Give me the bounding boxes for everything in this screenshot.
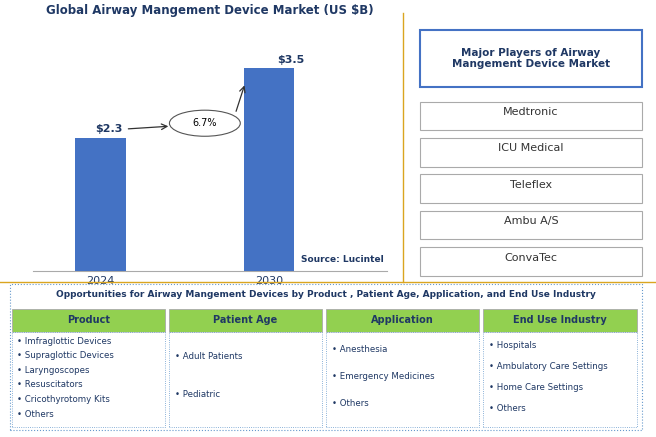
Text: • Anesthesia: • Anesthesia: [332, 345, 387, 354]
FancyBboxPatch shape: [420, 101, 642, 130]
FancyBboxPatch shape: [420, 30, 642, 87]
Bar: [75, 138, 125, 271]
Text: • Supraglottic Devices: • Supraglottic Devices: [18, 351, 114, 360]
FancyBboxPatch shape: [420, 247, 642, 276]
Text: $3.5: $3.5: [277, 55, 304, 65]
Text: • Home Care Settings: • Home Care Settings: [489, 383, 583, 392]
FancyBboxPatch shape: [10, 284, 642, 430]
Text: • Laryngoscopes: • Laryngoscopes: [18, 366, 90, 375]
FancyBboxPatch shape: [420, 138, 642, 166]
Text: ConvaTec: ConvaTec: [504, 253, 558, 263]
FancyBboxPatch shape: [169, 309, 322, 332]
FancyBboxPatch shape: [12, 332, 165, 427]
Text: Patient Age: Patient Age: [213, 316, 277, 325]
Text: • Emergency Medicines: • Emergency Medicines: [332, 372, 434, 381]
Text: Product: Product: [67, 316, 110, 325]
FancyBboxPatch shape: [483, 309, 636, 332]
Ellipse shape: [169, 110, 240, 136]
Title: Global Airway Mangement Device Market (US $B): Global Airway Mangement Device Market (U…: [46, 3, 374, 17]
Text: • Others: • Others: [332, 399, 369, 408]
Bar: [243, 68, 295, 271]
Text: Opportunities for Airway Mangement Devices by Product , Patient Age, Application: Opportunities for Airway Mangement Devic…: [56, 290, 596, 299]
Text: 6.7%: 6.7%: [193, 118, 217, 128]
Text: Major Players of Airway
Mangement Device Market: Major Players of Airway Mangement Device…: [452, 48, 610, 69]
FancyBboxPatch shape: [326, 309, 480, 332]
Text: Medtronic: Medtronic: [503, 107, 559, 117]
Text: • Adult Patients: • Adult Patients: [174, 352, 242, 361]
Text: • Ambulatory Care Settings: • Ambulatory Care Settings: [489, 362, 607, 371]
Text: End Use Industry: End Use Industry: [513, 316, 607, 325]
FancyBboxPatch shape: [483, 332, 636, 427]
Text: • Imfraglottic Devices: • Imfraglottic Devices: [18, 336, 112, 346]
FancyBboxPatch shape: [169, 332, 322, 427]
Text: • Resuscitators: • Resuscitators: [18, 381, 83, 389]
FancyBboxPatch shape: [326, 332, 480, 427]
Text: Teleflex: Teleflex: [510, 180, 552, 190]
Text: • Others: • Others: [489, 404, 525, 413]
Text: Ambu A/S: Ambu A/S: [504, 216, 558, 226]
Text: $2.3: $2.3: [95, 124, 123, 134]
Text: • Pediatric: • Pediatric: [174, 390, 220, 399]
Text: • Others: • Others: [18, 409, 54, 419]
Text: Application: Application: [371, 316, 434, 325]
FancyBboxPatch shape: [420, 211, 642, 239]
Text: • Cricothyrotomy Kits: • Cricothyrotomy Kits: [18, 395, 110, 404]
FancyBboxPatch shape: [420, 174, 642, 203]
Text: ICU Medical: ICU Medical: [498, 143, 564, 153]
FancyBboxPatch shape: [12, 309, 165, 332]
Text: • Hospitals: • Hospitals: [489, 341, 537, 350]
Text: Source: Lucintel: Source: Lucintel: [301, 255, 384, 264]
